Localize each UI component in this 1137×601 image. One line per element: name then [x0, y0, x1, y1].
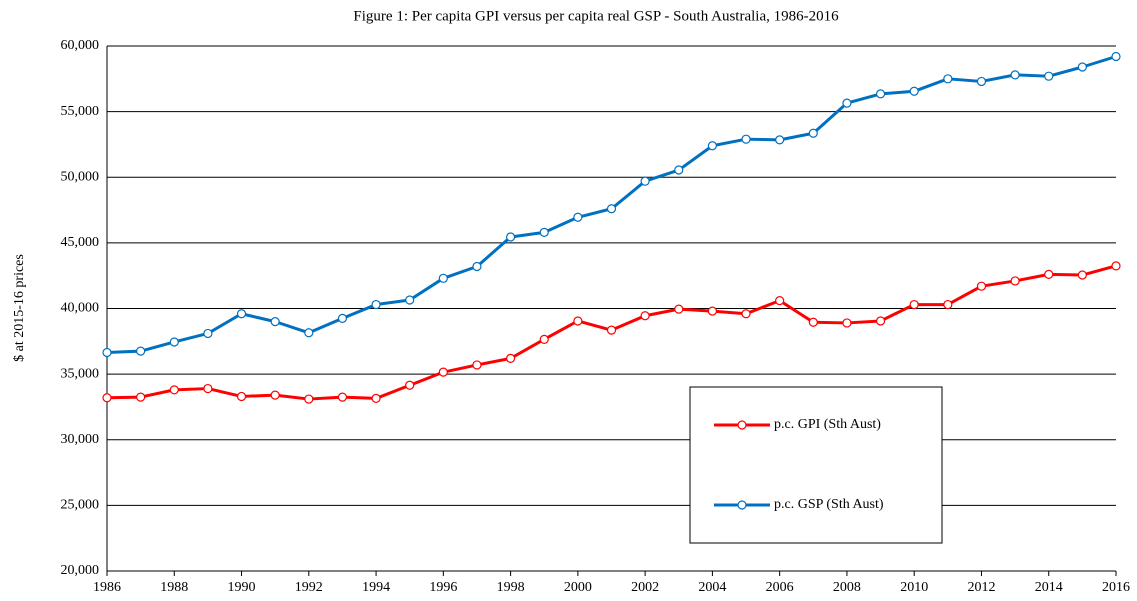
y-axis-label: $ at 2015-16 prices — [12, 254, 27, 362]
point — [808, 128, 818, 138]
point — [102, 393, 112, 403]
point — [136, 392, 146, 402]
point — [606, 325, 617, 335]
point — [236, 391, 247, 402]
point — [506, 232, 516, 242]
point — [169, 385, 179, 395]
point — [573, 212, 583, 222]
point — [842, 318, 852, 328]
legend-box — [689, 386, 943, 544]
point — [539, 227, 549, 237]
point — [304, 328, 314, 338]
point — [875, 316, 886, 326]
point — [1044, 269, 1054, 279]
point — [875, 89, 886, 99]
y-tick-label: 20,000 — [61, 563, 100, 578]
point — [1044, 71, 1054, 81]
legend-marker — [737, 500, 747, 510]
legend-label: p.c. GSP (Sth Aust) — [774, 497, 884, 512]
point — [707, 306, 718, 316]
x-tick-label: 1988 — [160, 580, 188, 595]
chart-title: Figure 1: Per capita GPI versus per capi… — [353, 8, 839, 24]
point — [472, 261, 482, 272]
x-tick-label: 1994 — [362, 580, 390, 595]
point — [203, 383, 213, 394]
point — [270, 317, 280, 327]
point — [169, 337, 179, 347]
point — [102, 347, 112, 358]
point — [976, 76, 987, 87]
point — [775, 135, 785, 145]
point — [337, 313, 348, 323]
point — [438, 273, 448, 283]
x-tick-label: 1996 — [429, 580, 457, 595]
y-tick-label: 55,000 — [61, 104, 100, 119]
point — [405, 380, 415, 390]
y-tick-label: 60,000 — [61, 38, 100, 53]
point — [909, 86, 919, 96]
point — [1111, 51, 1121, 62]
point — [539, 334, 549, 344]
x-tick-label: 2010 — [900, 580, 928, 595]
point — [1010, 276, 1020, 286]
y-tick-label: 35,000 — [61, 366, 100, 381]
y-tick-label: 45,000 — [61, 235, 100, 250]
x-tick-label: 2014 — [1035, 580, 1063, 595]
x-tick-label: 1990 — [228, 580, 256, 595]
point — [1111, 261, 1121, 271]
point — [506, 353, 516, 363]
point — [909, 299, 919, 310]
point — [1077, 62, 1087, 72]
point — [640, 311, 650, 321]
legend-label: p.c. GPI (Sth Aust) — [774, 417, 881, 432]
legend-marker — [737, 420, 747, 430]
point — [405, 295, 415, 305]
y-tick-label: 25,000 — [61, 498, 100, 513]
point — [741, 134, 751, 144]
point — [472, 360, 482, 370]
x-tick-label: 2006 — [766, 580, 794, 595]
y-tick-label: 30,000 — [61, 432, 100, 447]
point — [573, 316, 583, 326]
x-tick-label: 2002 — [631, 580, 659, 595]
point — [236, 309, 247, 319]
point — [304, 394, 314, 404]
point — [775, 296, 785, 306]
point — [842, 98, 852, 108]
point — [741, 309, 751, 319]
point — [203, 328, 213, 339]
point — [674, 304, 684, 314]
point — [943, 299, 953, 310]
x-tick-label: 1998 — [497, 580, 525, 595]
x-tick-label: 2008 — [833, 580, 861, 595]
point — [808, 317, 818, 327]
y-tick-label: 40,000 — [61, 301, 100, 316]
x-tick-label: 2000 — [564, 580, 592, 595]
point — [976, 281, 987, 291]
x-tick-label: 2004 — [698, 580, 726, 595]
point — [640, 176, 650, 186]
point — [606, 204, 617, 214]
x-tick-label: 2012 — [967, 580, 995, 595]
point — [707, 141, 718, 151]
x-tick-label: 1986 — [93, 580, 121, 595]
point — [674, 165, 684, 175]
point — [943, 74, 953, 84]
point — [438, 367, 448, 377]
point — [337, 392, 348, 402]
point — [270, 390, 280, 400]
x-tick-label: 2016 — [1102, 580, 1130, 595]
point — [1077, 270, 1087, 280]
x-tick-label: 1992 — [295, 580, 323, 595]
y-tick-label: 50,000 — [61, 169, 100, 184]
point — [371, 393, 381, 404]
point — [136, 346, 146, 356]
point — [1010, 70, 1020, 80]
point — [371, 299, 381, 310]
